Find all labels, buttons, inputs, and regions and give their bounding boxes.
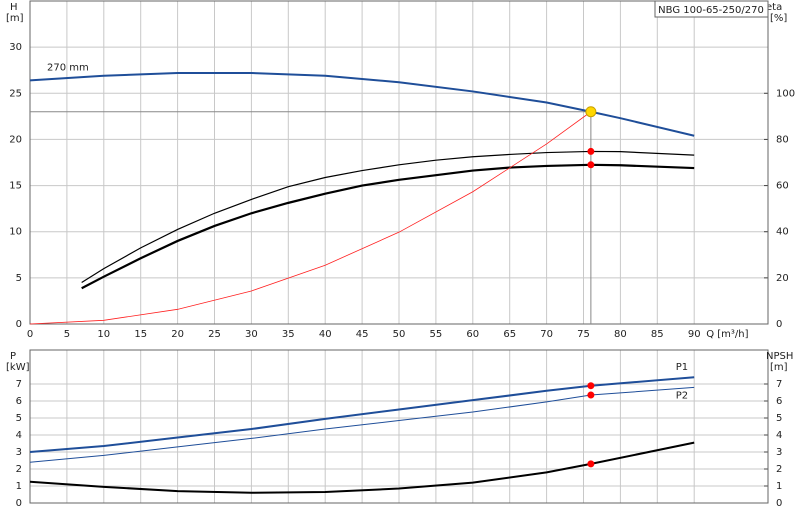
y-tick-label: 5 (16, 273, 22, 284)
y-tick-label: 3 (16, 447, 22, 458)
x-tick-label: 40 (319, 329, 332, 340)
y-axis-label: H (10, 2, 18, 13)
y2-tick-label: 3 (776, 447, 782, 458)
y-tick-label: 5 (16, 413, 22, 424)
y-tick-label: 4 (16, 430, 22, 441)
y-axis-unit: [kW] (6, 362, 30, 373)
operating-marker (587, 460, 595, 468)
y-tick-label: 20 (9, 134, 22, 145)
y-tick-label: 15 (9, 181, 22, 192)
y2-axis-unit: [m] (770, 362, 788, 373)
series-label: P1 (676, 362, 688, 373)
y-tick-label: 30 (9, 42, 22, 53)
y2-tick-label: 100 (776, 88, 795, 99)
plot-frame (29, 349, 769, 504)
y2-tick-label: 1 (776, 481, 782, 492)
y2-tick-label: 0 (776, 498, 782, 509)
title-box (654, 0, 769, 18)
x-tick-label: 30 (245, 329, 258, 340)
y-tick-label: 0 (16, 498, 22, 509)
y2-axis-label: eta (766, 2, 782, 13)
y-tick-label: 7 (16, 379, 22, 390)
x-tick-label: 90 (688, 329, 701, 340)
x-tick-label: 15 (134, 329, 147, 340)
operating-marker (587, 382, 595, 390)
curve (29, 376, 695, 453)
duty-point (585, 106, 597, 118)
chart-title: NBG 100-65-250/270 (658, 5, 764, 16)
x-tick-label: 60 (466, 329, 479, 340)
y-axis-unit: [m] (6, 13, 24, 24)
plot-frame (29, 0, 769, 325)
y-tick-label: 6 (16, 396, 22, 407)
y2-axis-label: NPSH (766, 351, 793, 362)
y2-tick-label: 4 (776, 430, 782, 441)
y-tick-label: 10 (9, 227, 22, 238)
y-tick-label: 1 (16, 481, 22, 492)
x-tick-label: 55 (430, 329, 443, 340)
y2-tick-label: 0 (776, 319, 782, 330)
y2-tick-label: 20 (776, 273, 789, 284)
curve (29, 71, 695, 137)
operating-marker (587, 391, 595, 399)
y-tick-label: 2 (16, 464, 22, 475)
x-tick-label: 25 (208, 329, 221, 340)
curve (29, 386, 695, 463)
x-tick-label: 35 (282, 329, 295, 340)
x-tick-label: 65 (503, 329, 516, 340)
series-label: P2 (676, 390, 688, 401)
curve (81, 150, 695, 283)
operating-marker (587, 147, 595, 155)
x-tick-label: 70 (540, 329, 553, 340)
x-axis-label: Q [m³/h] (706, 329, 748, 340)
y-tick-label: 25 (9, 88, 22, 99)
y2-tick-label: 40 (776, 227, 789, 238)
y2-tick-label: 2 (776, 464, 782, 475)
annotation: 270 mm (47, 62, 89, 73)
curve (29, 441, 695, 494)
curve (81, 163, 695, 290)
y2-axis-unit: [%] (770, 13, 787, 24)
y-tick-label: 0 (16, 319, 22, 330)
x-tick-label: 20 (171, 329, 184, 340)
x-tick-label: 80 (614, 329, 627, 340)
y2-tick-label: 60 (776, 181, 789, 192)
x-tick-label: 45 (356, 329, 369, 340)
x-tick-label: 85 (651, 329, 664, 340)
y2-tick-label: 5 (776, 413, 782, 424)
x-tick-label: 5 (64, 329, 70, 340)
y2-tick-label: 80 (776, 134, 789, 145)
y-axis-label: P (10, 351, 16, 362)
x-tick-label: 50 (393, 329, 406, 340)
x-tick-label: 75 (577, 329, 590, 340)
y2-tick-label: 6 (776, 396, 782, 407)
x-tick-label: 0 (27, 329, 33, 340)
operating-marker (587, 161, 595, 169)
curve (29, 111, 592, 325)
x-tick-label: 10 (97, 329, 110, 340)
y2-tick-label: 7 (776, 379, 782, 390)
